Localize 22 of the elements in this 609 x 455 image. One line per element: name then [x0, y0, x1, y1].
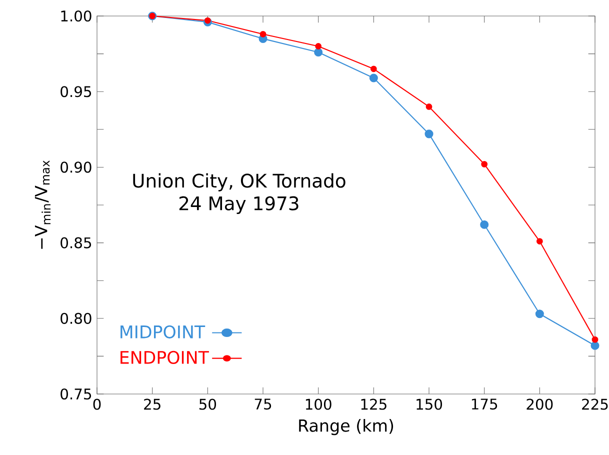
y-tick-label: 0.90 — [60, 162, 92, 173]
y-tick-label: 0.80 — [60, 312, 92, 324]
x-tick-label: 50 — [199, 398, 216, 410]
x-tick-label: 125 — [361, 398, 386, 410]
y-tick-label: 0.95 — [60, 86, 92, 98]
y-tick-label: 1.00 — [61, 10, 92, 22]
x-tick-label: 150 — [416, 398, 442, 410]
x-tick-label: 75 — [254, 398, 272, 410]
annotation: 24 May 1973 — [179, 196, 298, 214]
y-axis-title: −V$_{min}$/V$_{max}$ — [34, 160, 50, 249]
x-tick-label: 200 — [526, 398, 553, 410]
x-tick-label: 175 — [472, 398, 498, 410]
x-tick-label: 0 — [93, 398, 101, 410]
x-tick-label: 25 — [144, 398, 160, 410]
legend-label: MIDPOINT — [120, 325, 206, 338]
legend-label: ENDPOINT — [120, 350, 209, 364]
x-tick-label: 225 — [582, 398, 608, 410]
y-tick-label: 0.85 — [60, 237, 92, 248]
annotation: Union City, OK Tornado — [133, 173, 346, 192]
y-tick-label: 0.75 — [60, 388, 92, 400]
x-tick-label: 100 — [306, 398, 332, 410]
x-axis-title: Range (km) — [299, 418, 394, 436]
